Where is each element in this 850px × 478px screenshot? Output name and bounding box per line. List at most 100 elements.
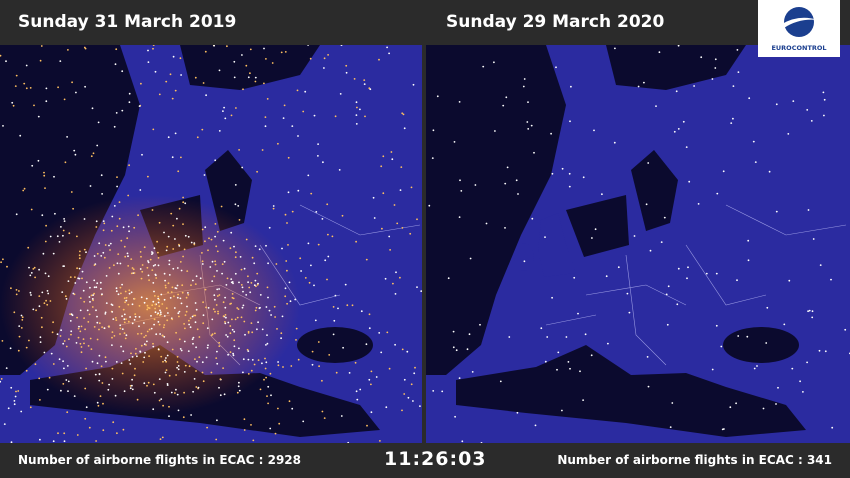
flight-dot (269, 427, 272, 430)
flight-dot (69, 313, 71, 316)
flight-dot (768, 170, 771, 173)
flight-dot (184, 314, 187, 316)
flight-dot (311, 363, 314, 366)
flight-dot (344, 283, 347, 286)
flight-dot (375, 376, 378, 378)
flight-dot (95, 309, 97, 312)
flight-dot (715, 324, 718, 327)
flight-dot (163, 231, 165, 234)
flight-dot (157, 321, 160, 323)
flight-dot (388, 367, 391, 370)
flight-dot (108, 267, 111, 269)
flight-dot (113, 125, 116, 128)
flight-dot (499, 380, 502, 383)
flight-dot (242, 88, 244, 91)
flight-dot (241, 286, 244, 289)
flight-dot (78, 254, 81, 257)
flight-dot (171, 286, 174, 289)
flight-dot (119, 327, 122, 330)
flight-dot (98, 242, 101, 245)
flight-dot (108, 244, 110, 247)
flight-dot (60, 329, 62, 332)
flight-dot (153, 318, 156, 321)
flight-dot (180, 302, 183, 305)
map-2019 (0, 45, 422, 443)
flight-dot (143, 356, 146, 359)
flight-dot (99, 395, 102, 397)
flight-dot (391, 158, 394, 161)
flight-dot (154, 307, 157, 310)
flight-dot (67, 390, 69, 392)
flight-dot (232, 352, 235, 355)
flight-dot (401, 112, 404, 115)
flight-dot (297, 135, 299, 137)
flight-dot (222, 315, 225, 318)
flight-dot (274, 432, 277, 435)
flight-dot (242, 371, 244, 374)
flight-dot (218, 294, 221, 296)
flight-dot (53, 175, 55, 178)
flight-dot (485, 222, 488, 225)
flight-dot (63, 340, 66, 342)
flight-dot (222, 239, 225, 242)
flight-dot (395, 271, 397, 274)
flight-dot (218, 345, 221, 347)
flight-dot (196, 328, 199, 331)
flight-dot (176, 355, 179, 358)
flight-dot (43, 351, 46, 354)
flight-dot (177, 365, 180, 367)
flight-dot (591, 237, 593, 239)
flight-dot (413, 372, 416, 375)
flight-dot (748, 97, 751, 100)
flight-dot (568, 185, 571, 188)
left-flights: Number of airborne flights in ECAC : 292… (18, 453, 301, 467)
left-title: Sunday 31 March 2019 (18, 12, 237, 32)
flight-dot (161, 303, 164, 305)
flight-dot (264, 125, 267, 128)
flight-dot (527, 128, 530, 130)
flight-dot (104, 311, 107, 314)
flight-dot (185, 296, 188, 299)
flight-dot (223, 106, 226, 109)
flight-dot (676, 303, 679, 306)
flight-dot (96, 252, 99, 255)
flight-dot (131, 267, 134, 269)
flight-dot (93, 292, 95, 295)
flight-dot (613, 141, 616, 144)
flight-dot (111, 215, 114, 218)
flight-dot (65, 345, 68, 348)
flight-dot (129, 363, 132, 365)
flight-dot (250, 322, 253, 324)
flight-dot (202, 301, 205, 304)
flight-dot (355, 123, 358, 125)
flight-dot (115, 361, 118, 363)
flight-dot (250, 369, 253, 372)
flight-dot (132, 268, 135, 271)
flight-dot (201, 228, 204, 231)
flight-dot (283, 104, 286, 107)
flight-dot (193, 243, 196, 246)
flight-dot (238, 149, 241, 151)
flight-dot (455, 349, 458, 352)
flight-dot (10, 441, 13, 443)
flight-dot (116, 225, 119, 228)
flight-dot (317, 143, 319, 145)
flight-dot (671, 402, 674, 404)
flight-dot (284, 287, 287, 290)
flight-dot (17, 390, 20, 392)
flight-dot (32, 268, 35, 270)
flight-dot (166, 341, 169, 344)
flight-dot (193, 378, 196, 380)
flight-dot (83, 342, 85, 345)
flight-dot (268, 226, 271, 229)
flight-dot (175, 331, 178, 334)
flight-dot (806, 109, 809, 111)
flight-dot (194, 314, 197, 317)
flight-dot (180, 269, 183, 272)
flight-dot (218, 386, 220, 389)
flight-dot (238, 281, 240, 284)
flight-dot (380, 351, 383, 354)
flight-dot (561, 409, 563, 412)
flight-dot (102, 251, 105, 254)
flight-dot (403, 127, 406, 130)
